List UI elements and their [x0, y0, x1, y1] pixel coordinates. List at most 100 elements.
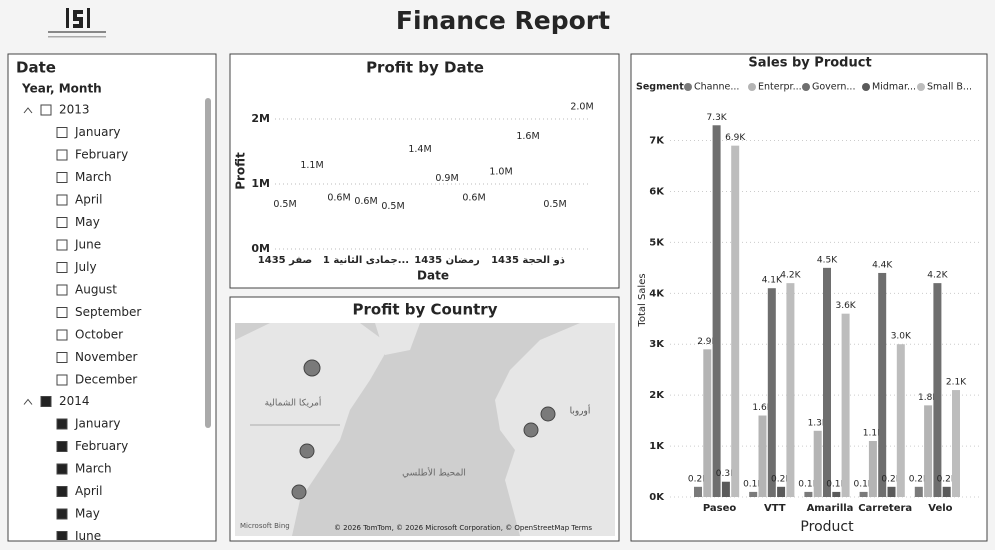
legend-label[interactable]: Midmar... — [872, 82, 916, 93]
checkbox[interactable] — [56, 531, 68, 542]
data-label: 1.3K — [808, 418, 829, 428]
map-land — [495, 323, 615, 536]
bar[interactable] — [703, 349, 712, 497]
chart-title: Profit by Date — [366, 59, 484, 77]
bar[interactable] — [777, 486, 786, 497]
logo — [48, 8, 106, 38]
bar[interactable] — [952, 390, 960, 497]
bar[interactable] — [749, 491, 758, 497]
bar[interactable] — [924, 405, 933, 497]
bar[interactable] — [767, 288, 776, 497]
checkbox[interactable] — [56, 508, 68, 520]
data-label: 2.0M — [570, 102, 593, 113]
checkbox[interactable] — [56, 149, 68, 161]
map-bubble[interactable] — [299, 443, 315, 459]
checkbox[interactable] — [56, 262, 68, 273]
bar[interactable] — [694, 486, 702, 497]
x-tick-label: صفر 1435 — [258, 255, 312, 266]
checkbox[interactable] — [56, 418, 68, 430]
y-axis-title: Total Sales — [637, 273, 648, 327]
data-label: 0.1K — [853, 479, 874, 489]
y-tick-label: 0M — [251, 242, 270, 255]
data-label: 4.4K — [872, 260, 893, 270]
data-label: 4.2K — [927, 271, 948, 281]
checkbox[interactable] — [56, 172, 68, 183]
bar[interactable] — [914, 486, 923, 497]
legend-label[interactable]: Enterpr... — [758, 82, 802, 93]
bar[interactable] — [786, 283, 795, 497]
x-tick-label: جمادى الثانية 1... — [323, 255, 409, 266]
year-label: 2013 — [59, 103, 90, 117]
y-axis-title: Profit — [234, 152, 248, 190]
bar[interactable] — [712, 125, 721, 498]
bar[interactable] — [868, 440, 877, 497]
data-label: 0.9M — [435, 173, 458, 184]
bar[interactable] — [896, 344, 905, 497]
y-tick-label: 3K — [649, 339, 665, 350]
data-label: 0.3K — [716, 469, 737, 479]
bar[interactable] — [832, 491, 841, 497]
bar[interactable] — [859, 491, 868, 497]
slicer-title: Date — [16, 59, 56, 77]
month-label: May — [75, 215, 100, 229]
month-label: February — [75, 439, 128, 453]
bar[interactable] — [721, 481, 730, 497]
bar[interactable] — [841, 313, 850, 497]
y-tick-label: 1M — [251, 177, 270, 190]
checkbox[interactable] — [56, 329, 68, 341]
bar[interactable] — [823, 267, 831, 497]
legend-swatch[interactable] — [862, 83, 870, 91]
legend-swatch[interactable] — [748, 83, 756, 91]
data-label: 4.2K — [780, 271, 801, 281]
x-tick-label: VTT — [764, 503, 786, 514]
scrollbar[interactable] — [205, 98, 211, 428]
map-bubble[interactable] — [303, 359, 321, 377]
checkbox[interactable] — [56, 194, 68, 206]
map-land — [375, 323, 420, 355]
map-bubble[interactable] — [291, 484, 307, 500]
bar[interactable] — [933, 283, 942, 497]
checkbox[interactable] — [56, 284, 68, 296]
legend-label[interactable]: Small B... — [927, 82, 972, 93]
data-label: 1.6K — [752, 403, 773, 413]
expand-caret[interactable] — [23, 107, 33, 114]
data-label: 0.5M — [273, 199, 296, 210]
legend-swatch[interactable] — [917, 83, 925, 91]
legend-swatch[interactable] — [684, 83, 692, 91]
data-label: 0.2K — [937, 474, 958, 484]
bar[interactable] — [804, 491, 813, 497]
checkbox[interactable] — [56, 239, 68, 251]
checkbox[interactable] — [40, 396, 52, 407]
data-label: 0.6M — [462, 193, 485, 204]
bar[interactable] — [887, 486, 896, 497]
checkbox[interactable] — [56, 307, 68, 318]
data-label: 7.3K — [706, 113, 727, 123]
data-label: 0.2K — [909, 474, 930, 484]
bar[interactable] — [942, 486, 951, 497]
legend-label[interactable]: Govern... — [812, 82, 855, 93]
data-label: 1.1K — [863, 428, 884, 438]
slicer-list: 2013 January February March April May June July… — [23, 103, 141, 543]
bar[interactable] — [731, 145, 740, 498]
checkbox[interactable] — [56, 352, 68, 363]
checkbox[interactable] — [56, 217, 68, 228]
y-tick-label: 5K — [649, 237, 665, 248]
checkbox[interactable] — [56, 374, 68, 386]
bar[interactable] — [878, 272, 887, 497]
checkbox[interactable] — [56, 127, 68, 138]
bar[interactable] — [758, 415, 767, 497]
expand-caret[interactable] — [23, 398, 33, 405]
checkbox[interactable] — [40, 104, 52, 116]
map-bubble[interactable] — [540, 406, 556, 422]
checkbox[interactable] — [56, 463, 68, 475]
checkbox[interactable] — [56, 441, 68, 452]
month-label: May — [75, 507, 100, 521]
legend-swatch[interactable] — [802, 83, 810, 91]
map-bubble[interactable] — [523, 422, 539, 438]
month-label: June — [74, 529, 101, 543]
map-attribution[interactable]: © 2026 TomTom, © 2026 Microsoft Corporat… — [334, 524, 592, 532]
month-label: June — [74, 238, 101, 252]
legend-label[interactable]: Channe... — [694, 82, 739, 93]
bar[interactable] — [813, 430, 822, 497]
checkbox[interactable] — [56, 486, 68, 497]
